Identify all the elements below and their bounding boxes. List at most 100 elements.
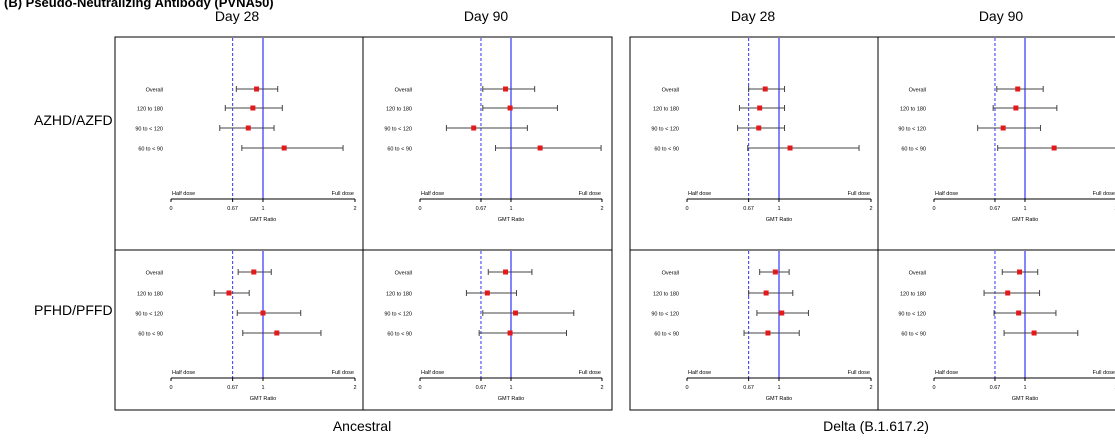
forest-panel-del-pf-d28: Overall 120 to 180 90 to < 120 60 to < 90 0 0… [630, 250, 878, 410]
category-label: 120 to 180 [386, 107, 412, 113]
panel-frame [115, 37, 363, 250]
point-estimate [1013, 106, 1018, 111]
x-tick-label: 0 [169, 206, 172, 212]
x-tick-label: 1 [509, 206, 512, 212]
category-label: Overall [395, 88, 412, 94]
category-label: 60 to < 90 [654, 332, 679, 338]
point-estimate [1015, 87, 1020, 92]
category-label: 60 to < 90 [138, 332, 163, 338]
category-label: Overall [662, 271, 679, 277]
category-label: Overall [909, 271, 926, 277]
category-label: 90 to < 120 [135, 312, 163, 318]
x-axis-label: GMT Ratio [766, 396, 793, 402]
x-axis-label: GMT Ratio [250, 396, 277, 402]
panel-frame [878, 37, 1115, 250]
x-tick-label: 0.67 [990, 385, 1001, 391]
point-estimate [226, 291, 231, 296]
x-axis-label: GMT Ratio [250, 217, 277, 223]
full-dose-label: Full dose [579, 191, 601, 197]
half-dose-label: Half dose [688, 370, 711, 376]
point-estimate [1052, 146, 1057, 151]
x-tick-label: 2 [600, 385, 603, 391]
category-label: 120 to 180 [386, 292, 412, 298]
x-tick-label: 1 [509, 385, 512, 391]
point-estimate [250, 106, 255, 111]
category-label: 90 to < 120 [651, 127, 679, 133]
point-estimate [538, 146, 543, 151]
category-label: 60 to < 90 [387, 147, 412, 153]
x-tick-label: 2 [869, 385, 872, 391]
x-axis-label: GMT Ratio [498, 217, 525, 223]
point-estimate [1001, 126, 1006, 131]
category-label: 60 to < 90 [138, 147, 163, 153]
x-tick-label: 1 [261, 206, 264, 212]
forest-panel-anc-pf-d90: Overall 120 to 180 90 to < 120 60 to < 90 0 0… [363, 250, 612, 410]
point-estimate [261, 311, 266, 316]
category-label: 120 to 180 [653, 107, 679, 113]
category-label: 60 to < 90 [901, 147, 926, 153]
point-estimate [756, 126, 761, 131]
x-tick-label: 0.67 [743, 385, 754, 391]
forest-panel-del-az-d90: Overall 120 to 180 90 to < 120 60 to < 90 0 0… [878, 37, 1115, 250]
x-tick-label: 2 [353, 206, 356, 212]
x-tick-label: 0 [685, 385, 688, 391]
point-estimate [471, 126, 476, 131]
x-tick-label: 1 [777, 206, 780, 212]
half-dose-label: Half dose [421, 191, 444, 197]
point-estimate [1032, 331, 1037, 336]
point-estimate [763, 87, 768, 92]
x-tick-label: 0.67 [227, 206, 238, 212]
point-estimate [254, 87, 259, 92]
half-dose-label: Half dose [935, 191, 958, 197]
x-tick-label: 1 [777, 385, 780, 391]
x-tick-label: 0 [418, 385, 421, 391]
point-estimate [503, 270, 508, 275]
category-label: 60 to < 90 [901, 332, 926, 338]
full-dose-label: Full dose [848, 370, 870, 376]
category-label: 120 to 180 [900, 292, 926, 298]
x-tick-label: 0 [932, 206, 935, 212]
panel-frame [630, 37, 878, 250]
forest-panel-anc-pf-d28: Overall 120 to 180 90 to < 120 60 to < 90 0 0… [115, 250, 363, 410]
category-label: Overall [395, 271, 412, 277]
panel-frame [363, 37, 612, 250]
category-label: 90 to < 120 [651, 312, 679, 318]
half-dose-label: Half dose [172, 370, 195, 376]
category-label: Overall [146, 271, 163, 277]
category-label: 120 to 180 [653, 292, 679, 298]
full-dose-label: Full dose [332, 191, 354, 197]
point-estimate [779, 311, 784, 316]
point-estimate [1005, 291, 1010, 296]
forest-panel-anc-az-d28: Overall 120 to 180 90 to < 120 60 to < 90 0 0… [115, 37, 363, 250]
forest-panel-del-pf-d90: Overall 120 to 180 90 to < 120 60 to < 90 0 0… [878, 250, 1115, 410]
full-dose-label: Full dose [848, 191, 870, 197]
x-tick-label: 0 [685, 206, 688, 212]
category-label: Overall [146, 88, 163, 94]
point-estimate [274, 331, 279, 336]
category-label: 90 to < 120 [898, 127, 926, 133]
full-dose-label: Full dose [579, 370, 601, 376]
point-estimate [773, 270, 778, 275]
full-dose-label: Full dose [1093, 191, 1115, 197]
x-tick-label: 2 [353, 385, 356, 391]
category-label: 120 to 180 [137, 107, 163, 113]
point-estimate [765, 331, 770, 336]
category-label: Overall [909, 88, 926, 94]
x-tick-label: 2 [600, 206, 603, 212]
point-estimate [513, 311, 518, 316]
point-estimate [508, 331, 513, 336]
x-axis-label: GMT Ratio [498, 396, 525, 402]
point-estimate [757, 106, 762, 111]
category-label: 90 to < 120 [135, 127, 163, 133]
category-label: 120 to 180 [137, 292, 163, 298]
x-tick-label: 0 [932, 385, 935, 391]
forest-panel-anc-az-d90: Overall 120 to 180 90 to < 120 60 to < 90 0 0… [363, 37, 612, 250]
x-axis-label: GMT Ratio [1012, 217, 1039, 223]
category-label: 90 to < 120 [384, 312, 412, 318]
half-dose-label: Half dose [935, 370, 958, 376]
x-tick-label: 2 [869, 206, 872, 212]
x-axis-label: GMT Ratio [766, 217, 793, 223]
half-dose-label: Half dose [172, 191, 195, 197]
point-estimate [764, 291, 769, 296]
